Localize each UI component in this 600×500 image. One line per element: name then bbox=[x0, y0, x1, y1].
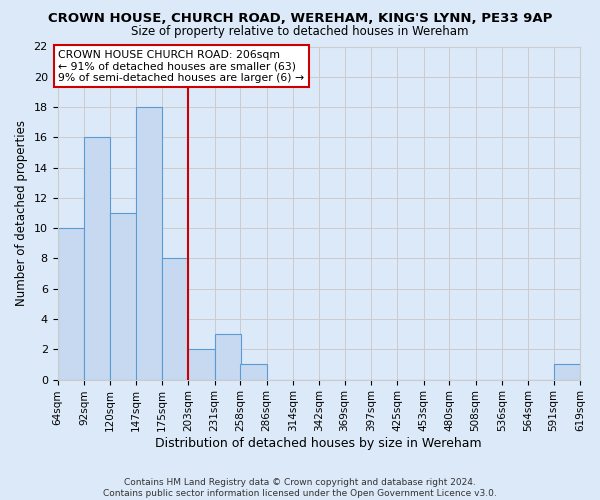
Bar bbox=[188, 350, 215, 380]
Bar bbox=[110, 213, 137, 380]
Text: CROWN HOUSE CHURCH ROAD: 206sqm
← 91% of detached houses are smaller (63)
9% of : CROWN HOUSE CHURCH ROAD: 206sqm ← 91% of… bbox=[58, 50, 305, 82]
Bar bbox=[84, 138, 110, 380]
Bar bbox=[58, 228, 84, 380]
Text: Size of property relative to detached houses in Wereham: Size of property relative to detached ho… bbox=[131, 25, 469, 38]
Bar bbox=[162, 258, 188, 380]
Text: Contains HM Land Registry data © Crown copyright and database right 2024.
Contai: Contains HM Land Registry data © Crown c… bbox=[103, 478, 497, 498]
Y-axis label: Number of detached properties: Number of detached properties bbox=[15, 120, 28, 306]
Text: CROWN HOUSE, CHURCH ROAD, WEREHAM, KING'S LYNN, PE33 9AP: CROWN HOUSE, CHURCH ROAD, WEREHAM, KING'… bbox=[48, 12, 552, 26]
Bar bbox=[240, 364, 266, 380]
Bar bbox=[554, 364, 580, 380]
Bar bbox=[215, 334, 241, 380]
Bar bbox=[136, 107, 162, 380]
X-axis label: Distribution of detached houses by size in Wereham: Distribution of detached houses by size … bbox=[155, 437, 482, 450]
